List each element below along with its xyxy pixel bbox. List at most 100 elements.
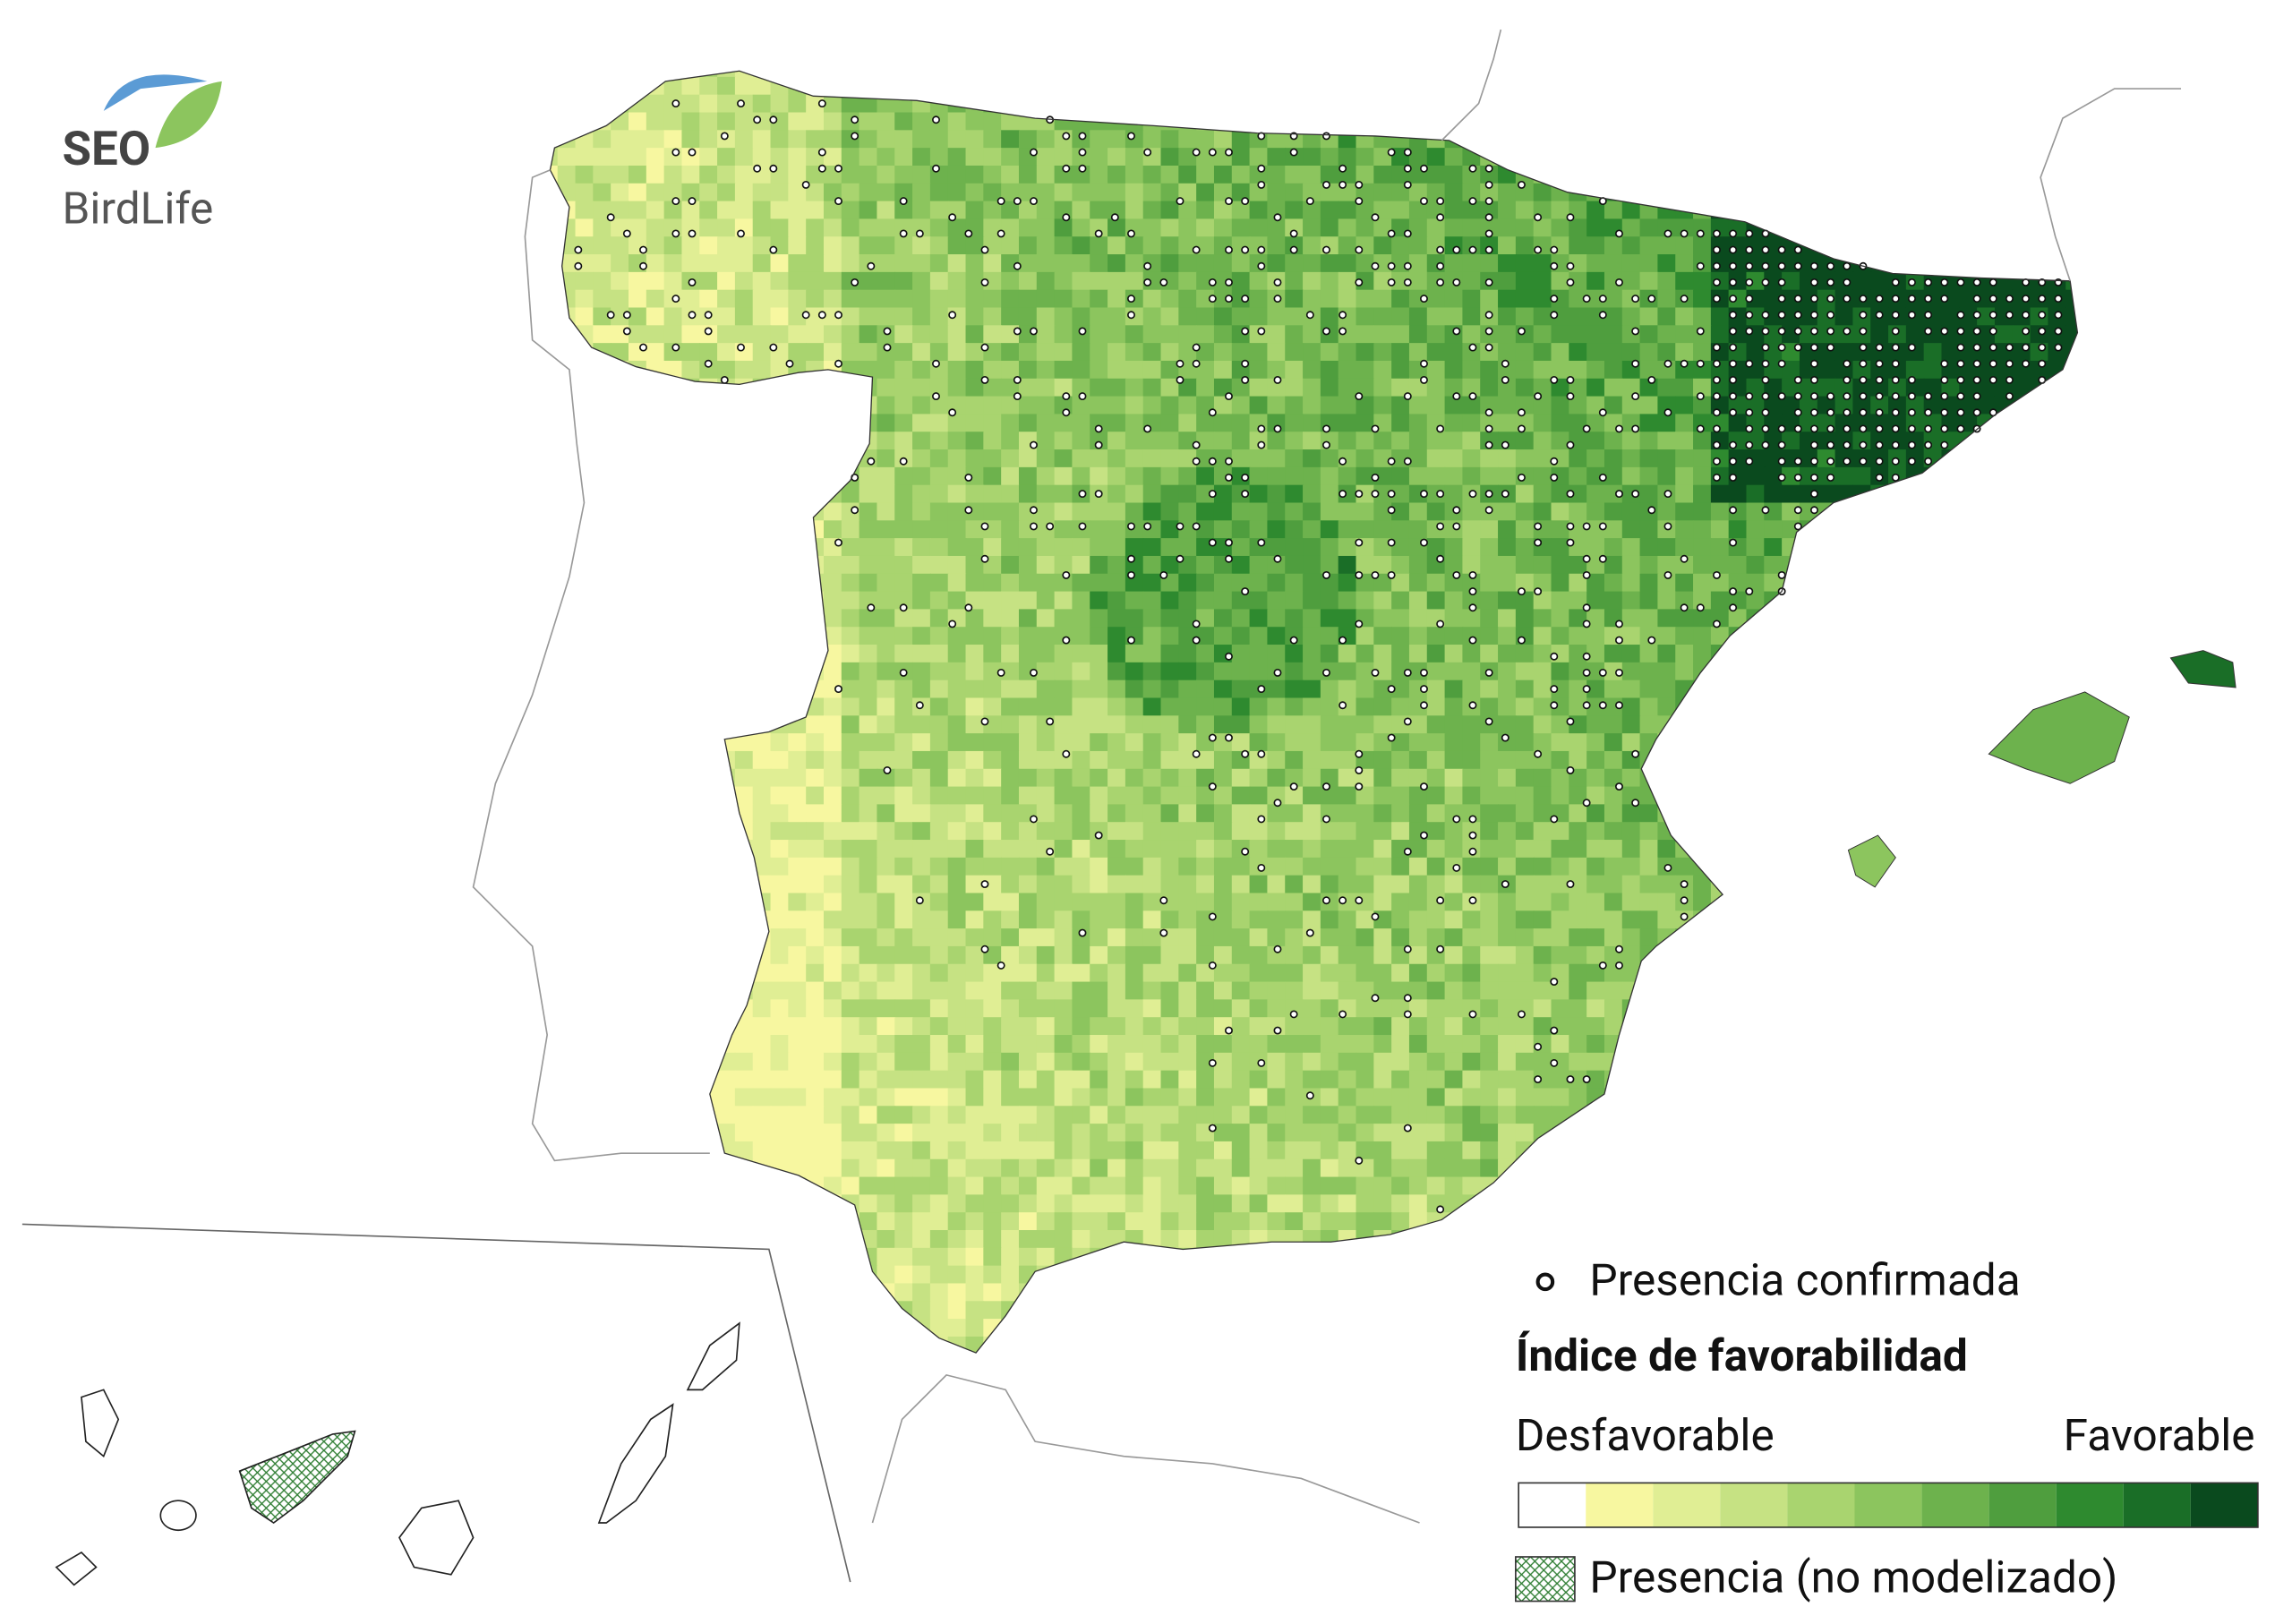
raster-cell: [912, 804, 931, 824]
raster-cell: [1108, 555, 1126, 575]
raster-cell: [1586, 1035, 1605, 1054]
raster-cell: [1303, 697, 1321, 717]
raster-cell: [1817, 165, 1836, 184]
raster-cell: [1675, 165, 1694, 184]
raster-cell: [1569, 645, 1587, 663]
raster-cell: [1604, 484, 1623, 504]
raster-cell: [1160, 750, 1180, 770]
raster-cell: [1569, 555, 1587, 575]
raster-cell: [1391, 627, 1410, 645]
raster-cell: [983, 76, 1002, 96]
raster-cell: [1586, 945, 1605, 965]
raster-cell: [877, 1035, 896, 1054]
raster-cell: [717, 999, 736, 1019]
raster-cell: [1231, 857, 1251, 876]
raster-cell: [1213, 822, 1233, 841]
raster-cell: [1231, 432, 1251, 450]
raster-cell: [1923, 289, 1943, 309]
raster-cell: [929, 538, 949, 557]
raster-cell: [1888, 201, 1907, 220]
raster-cell: [1267, 999, 1287, 1019]
raster-cell: [611, 484, 629, 504]
raster-cell: [1710, 183, 1730, 202]
raster-cell: [1160, 662, 1180, 681]
raster-cell: [2065, 999, 2078, 1019]
raster-cell: [1498, 502, 1517, 522]
raster-cell: [1870, 236, 1889, 255]
raster-cell: [1586, 768, 1605, 788]
raster-cell: [1710, 750, 1730, 770]
raster-cell: [1675, 1052, 1694, 1072]
raster-cell: [2048, 910, 2067, 929]
raster-cell: [1480, 112, 1499, 132]
raster-cell: [1959, 555, 1978, 575]
raster-cell: [1196, 130, 1215, 149]
raster-cell: [1994, 680, 2014, 699]
raster-cell: [1515, 236, 1535, 255]
raster-cell: [1338, 254, 1357, 273]
raster-cell: [1285, 271, 1304, 291]
raster-cell: [1905, 1017, 1925, 1036]
raster-cell: [1551, 165, 1570, 184]
raster-cell: [1213, 1035, 1233, 1054]
raster-cell: [550, 945, 559, 965]
raster-cell: [1533, 466, 1552, 486]
raster-cell: [699, 218, 718, 238]
raster-cell: [1621, 680, 1641, 699]
raster-cell: [1391, 555, 1410, 575]
raster-cell: [699, 822, 718, 841]
raster-cell: [1356, 130, 1375, 149]
raster-cell: [1657, 183, 1677, 202]
raster-cell: [823, 432, 842, 450]
raster-cell: [1533, 627, 1552, 645]
raster-cell: [929, 343, 949, 362]
raster-cell: [1586, 148, 1605, 167]
raster-cell: [663, 1035, 683, 1054]
raster-cell: [1462, 76, 1482, 96]
raster-cell: [717, 414, 736, 433]
raster-cell: [1480, 165, 1499, 184]
raster-cell: [1213, 1052, 1233, 1072]
raster-cell: [2083, 538, 2102, 557]
raster-cell: [752, 148, 772, 167]
raster-cell: [1710, 786, 1730, 806]
raster-cell: [2012, 1017, 2031, 1036]
raster-cell: [806, 218, 825, 238]
raster-cell: [1267, 165, 1287, 184]
raster-cell: [859, 183, 878, 202]
raster-cell: [1782, 432, 1800, 450]
raster-cell: [1178, 680, 1197, 699]
raster-cell: [550, 573, 559, 593]
raster-cell: [611, 555, 629, 575]
raster-cell: [1693, 928, 1712, 947]
raster-cell: [1373, 396, 1392, 415]
raster-cell: [1533, 112, 1552, 132]
raster-cell: [1498, 254, 1517, 273]
raster-cell: [1782, 822, 1800, 841]
raster-cell: [663, 484, 683, 504]
raster-cell: [1746, 697, 1766, 717]
raster-cell: [823, 999, 842, 1019]
raster-cell: [1231, 218, 1251, 238]
raster-cell: [894, 414, 913, 433]
raster-cell: [1320, 112, 1339, 132]
raster-cell: [2012, 591, 2031, 611]
raster-cell: [1108, 573, 1126, 593]
raster-cell: [770, 893, 790, 912]
raster-cell: [1018, 94, 1038, 114]
raster-cell: [2048, 981, 2067, 1001]
raster-cell: [2083, 804, 2102, 823]
raster-cell: [663, 520, 683, 539]
raster-cell: [1108, 538, 1126, 557]
raster-cell: [1462, 130, 1482, 149]
raster-cell: [1285, 94, 1304, 114]
raster-cell: [699, 466, 718, 486]
raster-cell: [859, 378, 878, 397]
raster-cell: [770, 733, 790, 752]
raster-cell: [1391, 432, 1410, 450]
raster-cell: [1320, 715, 1339, 734]
raster-cell: [912, 520, 931, 539]
raster-cell: [1320, 520, 1339, 539]
raster-cell: [1994, 449, 2014, 468]
raster-cell: [2012, 840, 2031, 859]
